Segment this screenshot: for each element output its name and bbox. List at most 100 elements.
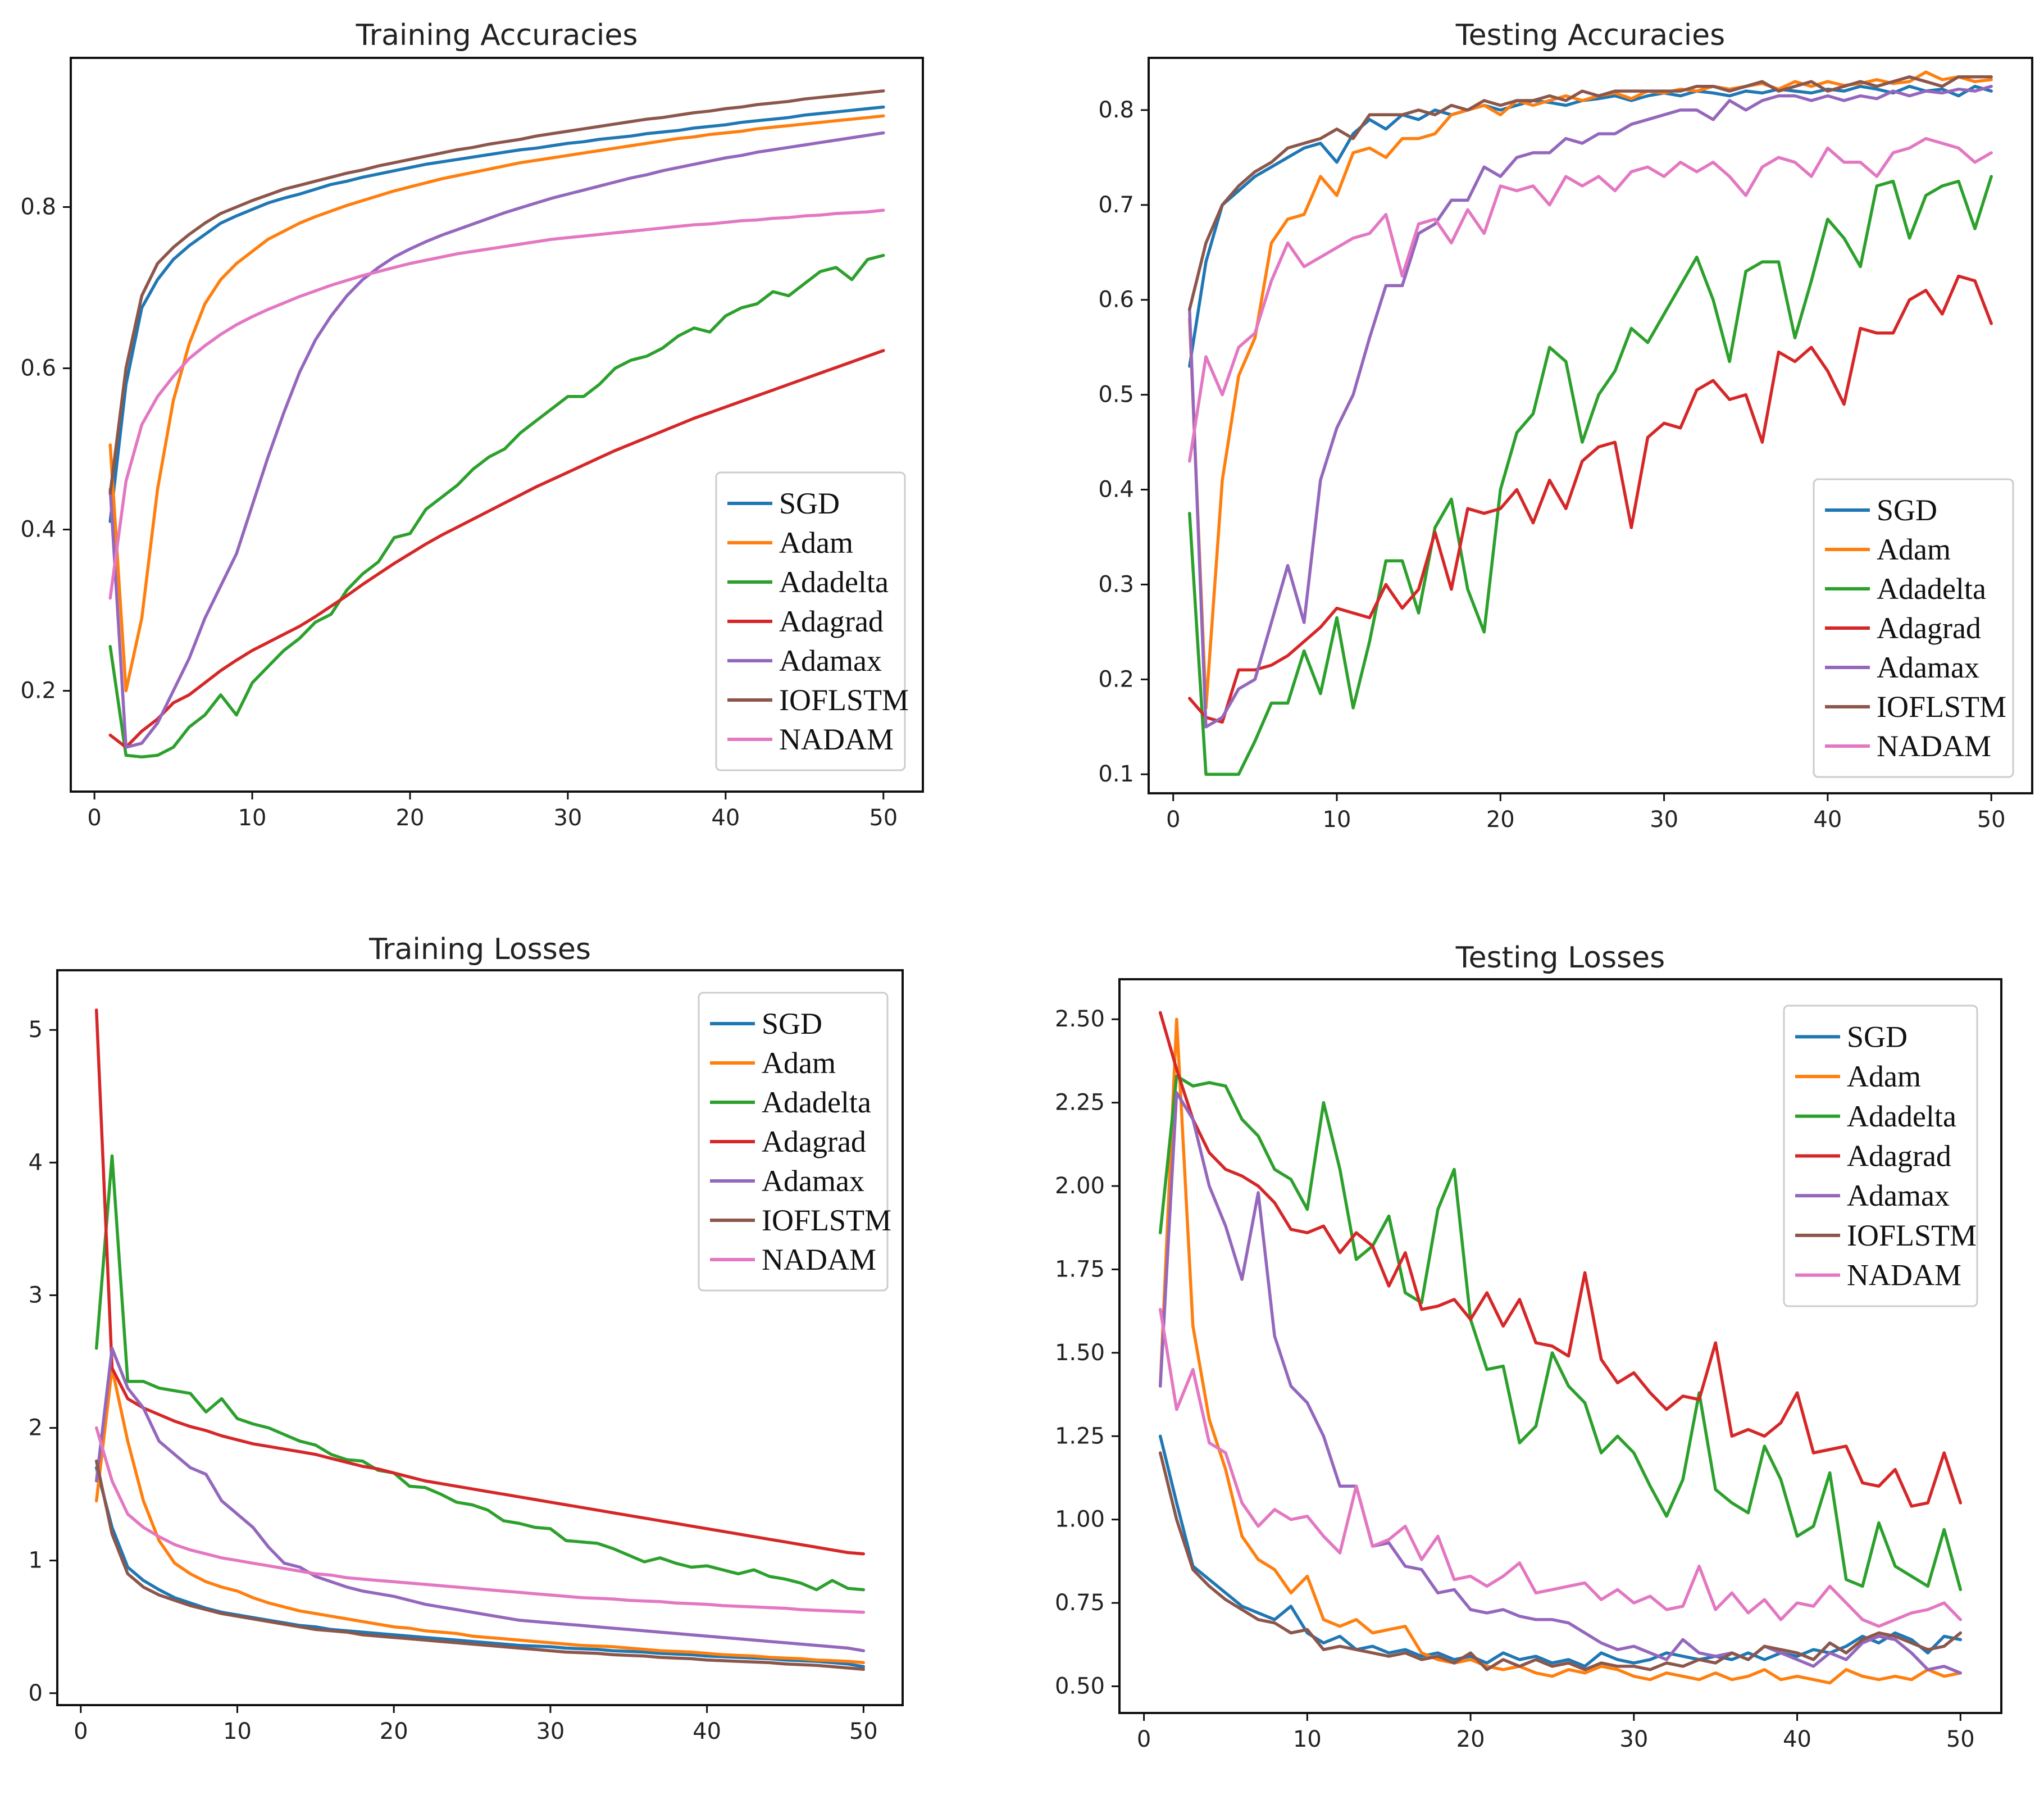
x-tick-label: 10 (238, 805, 267, 831)
y-tick-label: 2.00 (1055, 1173, 1105, 1199)
series-lines (94, 1008, 866, 1671)
legend-box (715, 471, 906, 771)
y-tick-label: 0.5 (1098, 382, 1134, 408)
chart-panel-3: Training Losses 0 10 20 30 40 50 0 1 2 3 4 5 SGD Adam A… (29, 933, 904, 1744)
chart-title: Testing Losses (1455, 941, 1665, 975)
series-line-nadam (1158, 1307, 1963, 1628)
series-line-adamax (1158, 1091, 1963, 1675)
series-line-ioflstm (1158, 1451, 1963, 1671)
y-tick-label: 2.50 (1055, 1006, 1105, 1032)
legend: SGD Adam Adadelta Adagrad Adamax IOFLSTM NADAM (1813, 478, 2014, 778)
series-line-adadelta (108, 253, 885, 759)
legend-label-adam: Adam (779, 526, 853, 560)
chart-panel-2: Testing Accuracies 0 10 20 30 40 50 0.1 0.2 0.3 0.… (1098, 19, 2033, 833)
series-line-adagrad (108, 349, 885, 749)
x-tick-label: 40 (711, 805, 740, 831)
series-line-adagrad (1188, 274, 1993, 724)
chart-title: Testing Accuracies (1455, 19, 1726, 52)
legend-label-adam: Adam (1847, 1060, 1921, 1093)
y-tick-label: 0.2 (20, 678, 56, 704)
x-tick-label: 30 (1650, 807, 1678, 833)
x-tick-label: 50 (849, 1719, 878, 1744)
legend: SGD Adam Adadelta Adagrad Adamax IOFLSTM NADAM (1783, 1005, 1978, 1307)
series-line-adam (108, 114, 885, 693)
series-line-adamax (94, 1347, 866, 1652)
x-tick-label: 0 (1137, 1726, 1151, 1752)
y-tick-label: 2.25 (1055, 1090, 1105, 1116)
legend-label-ioflstm: IOFLSTM (762, 1203, 891, 1237)
legend-label-sgd: SGD (779, 487, 840, 520)
plot-area-frame (56, 969, 904, 1706)
y-tick-label: 3 (29, 1282, 43, 1308)
plot-area-frame (70, 57, 924, 793)
legend-label-adagrad: Adagrad (1877, 611, 1981, 645)
y-tick-label: 0.3 (1098, 571, 1134, 597)
y-tick-label: 4 (29, 1149, 43, 1175)
y-tick-label: 1 (29, 1548, 43, 1574)
legend-label-adamax: Adamax (762, 1164, 864, 1198)
legend-label-adam: Adam (1877, 533, 1951, 566)
series-line-ioflstm (108, 89, 885, 495)
legend-label-nadam: NADAM (1877, 729, 1991, 763)
legend-label-adadelta: Adadelta (1877, 572, 1986, 606)
series-line-adagrad (1158, 1011, 1963, 1508)
legend-label-adamax: Adamax (1877, 651, 1979, 684)
y-tick-label: 0.1 (1098, 761, 1134, 787)
x-tick-label: 40 (1813, 807, 1842, 833)
x-tick-label: 20 (396, 805, 425, 831)
legend-label-adadelta: Adadelta (1847, 1099, 1956, 1133)
legend-label-adagrad: Adagrad (1847, 1139, 1951, 1173)
chart-panel-4: Testing Losses 0 10 20 30 40 50 0.50 0.75 1.00 1.2… (1055, 941, 2002, 1752)
y-tick-label: 0.8 (20, 194, 56, 220)
series-line-adam (94, 1366, 866, 1665)
x-tick-label: 20 (1486, 807, 1515, 833)
series-lines (1188, 70, 1993, 776)
y-tick-label: 0.4 (20, 517, 56, 543)
series-line-ioflstm (94, 1459, 866, 1671)
x-tick-label: 30 (1619, 1726, 1648, 1752)
y-tick-label: 0.6 (1098, 287, 1134, 313)
legend-label-adagrad: Adagrad (762, 1125, 866, 1158)
y-tick-label: 0.6 (20, 356, 56, 381)
y-tick-label: 0.2 (1098, 666, 1134, 692)
series-lines (1158, 1011, 1963, 1685)
legend-label-adam: Adam (762, 1046, 836, 1080)
plot-area-frame (1148, 57, 2033, 794)
legend-box (698, 992, 889, 1292)
legend-label-adamax: Adamax (779, 644, 882, 678)
y-tick-label: 1.75 (1055, 1256, 1105, 1282)
x-tick-label: 10 (1323, 807, 1351, 833)
x-tick-label: 40 (693, 1719, 721, 1744)
x-tick-label: 20 (380, 1719, 408, 1744)
chart-panel-1: Training Accuracies 0 10 20 30 40 50 0.2 0.4 0.6 0… (20, 19, 924, 831)
legend-label-adamax: Adamax (1847, 1179, 1950, 1212)
series-line-adadelta (1158, 1074, 1963, 1592)
y-tick-label: 0 (29, 1680, 43, 1706)
series-line-adam (1158, 1017, 1963, 1685)
legend-label-adadelta: Adadelta (762, 1085, 871, 1119)
series-line-ioflstm (1188, 75, 1993, 311)
x-tick-label: 40 (1783, 1726, 1811, 1752)
legend-label-sgd: SGD (1877, 493, 1937, 527)
legend-label-sgd: SGD (1847, 1020, 1908, 1053)
y-tick-label: 5 (29, 1017, 43, 1043)
legend-label-ioflstm: IOFLSTM (1847, 1219, 1977, 1252)
y-tick-label: 1.50 (1055, 1340, 1105, 1366)
series-line-nadam (1188, 137, 1993, 463)
x-tick-label: 20 (1456, 1726, 1485, 1752)
y-tick-label: 0.8 (1098, 97, 1134, 123)
y-tick-label: 1.00 (1055, 1507, 1105, 1533)
legend-label-adadelta: Adadelta (779, 565, 889, 599)
chart-title: Training Accuracies (356, 19, 638, 52)
x-tick-label: 30 (536, 1719, 565, 1744)
y-tick-label: 0.50 (1055, 1674, 1105, 1699)
x-tick-label: 0 (74, 1719, 88, 1744)
y-tick-label: 0.7 (1098, 192, 1134, 218)
y-tick-label: 2 (29, 1415, 43, 1441)
series-line-sgd (108, 105, 885, 523)
legend-label-sgd: SGD (762, 1007, 822, 1040)
legend-label-nadam: NADAM (1847, 1258, 1961, 1292)
series-line-nadam (108, 208, 885, 600)
